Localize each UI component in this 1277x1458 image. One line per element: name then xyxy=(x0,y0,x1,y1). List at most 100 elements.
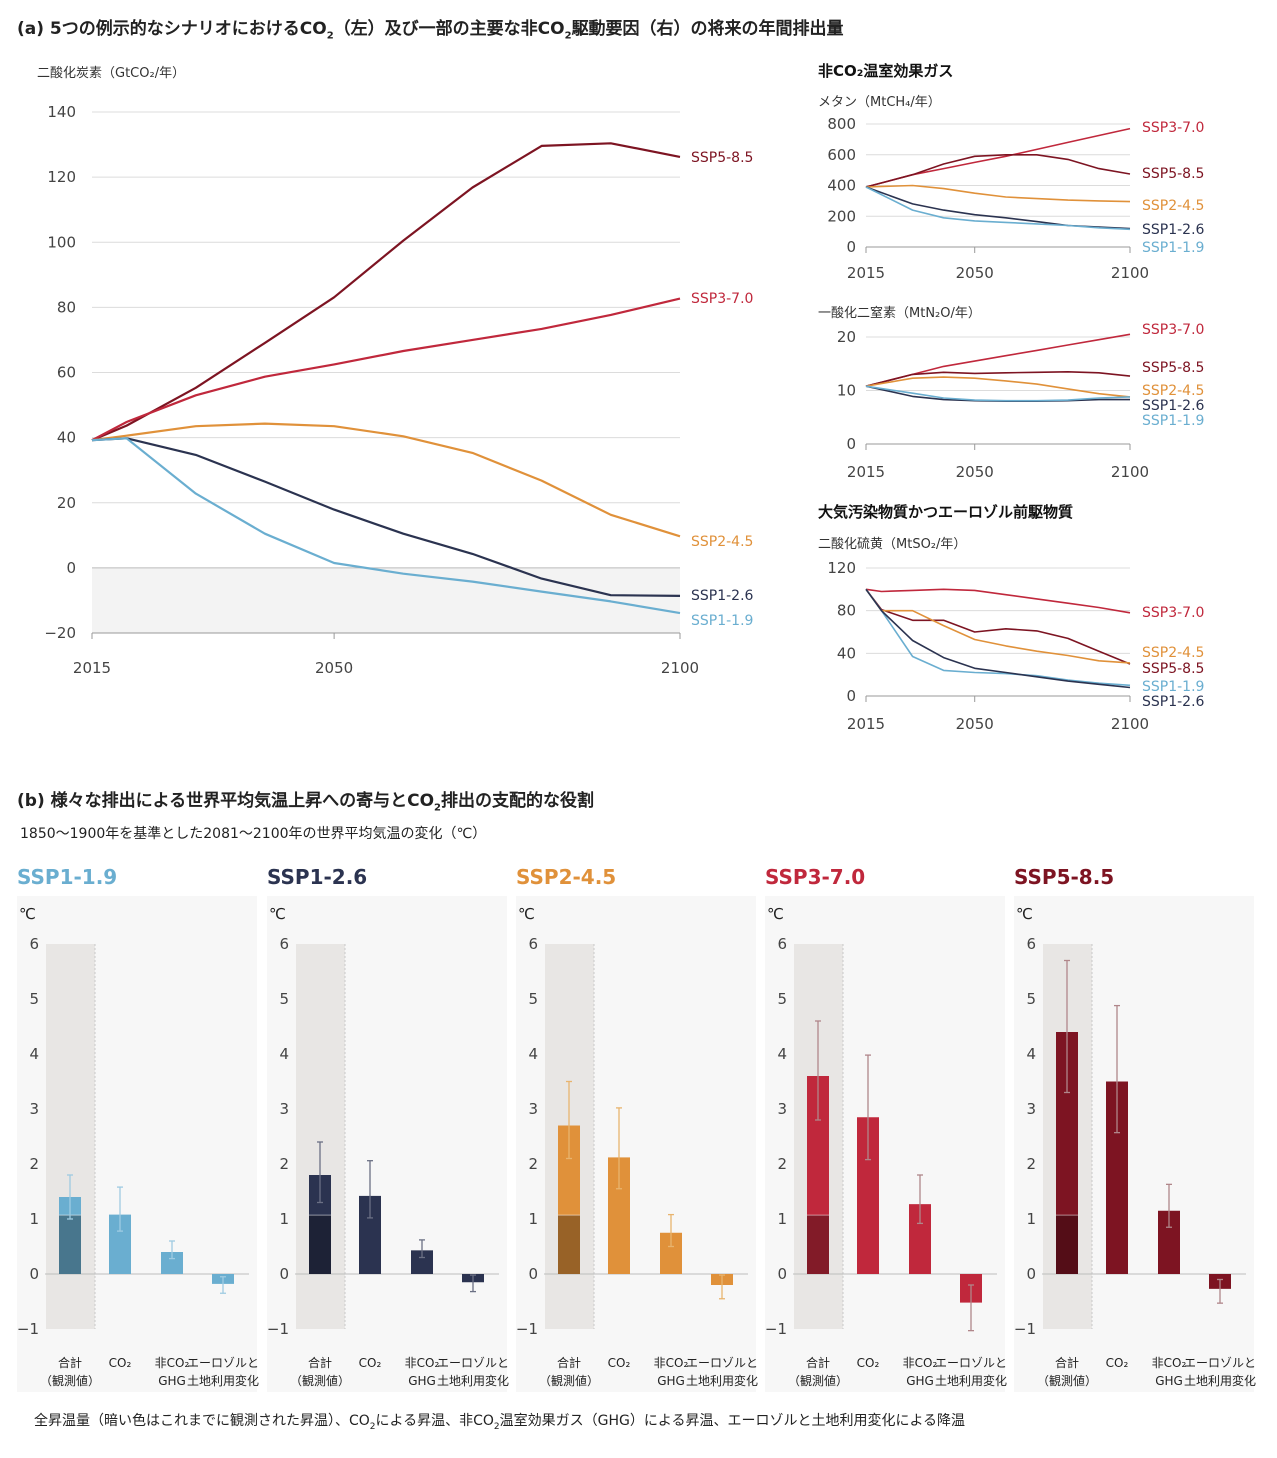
y-tick-label: −1 xyxy=(267,1320,289,1338)
series-line-ssp1-1.9 xyxy=(91,437,681,615)
y-tick-label: 3 xyxy=(777,1100,787,1118)
category-label-line2: 土地利用変化 xyxy=(1184,1373,1256,1388)
y-tick-label: 40 xyxy=(837,644,856,662)
y-axis-label-ch4: メタン（MtCH₄/年） xyxy=(818,95,941,110)
bar-ssp2-4.5-0 xyxy=(558,1125,580,1274)
y-tick-label: 0 xyxy=(1026,1265,1036,1283)
y-tick-label: 40 xyxy=(57,429,76,447)
panel-a-title: (a) 5つの例示的なシナリオにおけるCO2（左）及び一部の主要な非CO2駆動要… xyxy=(17,19,844,42)
category-label: CO₂ xyxy=(1106,1356,1129,1370)
y-tick-label: 200 xyxy=(827,207,856,225)
series-line-ssp1-1.9 xyxy=(865,186,1131,231)
series-label-ssp5-8.5: SSP5-8.5 xyxy=(1142,360,1204,376)
y-tick-label: 0 xyxy=(846,238,856,256)
category-label: 非CO₂ xyxy=(155,1356,190,1370)
series-label-ssp2-4.5: SSP2-4.5 xyxy=(691,534,753,550)
series-label-ssp5-8.5: SSP5-8.5 xyxy=(1142,661,1204,677)
bar-ssp2-4.5-2 xyxy=(660,1232,682,1274)
y-tick-label: 1 xyxy=(1026,1210,1036,1228)
y-tick-label: 6 xyxy=(1026,935,1036,953)
y-tick-label: 400 xyxy=(827,177,856,195)
scenario-title-ssp3-7.0: SSP3-7.0 xyxy=(765,865,865,889)
y-tick-label: 5 xyxy=(777,990,787,1008)
y-axis-label-co2: 二酸化炭素（GtCO₂/年） xyxy=(37,66,185,81)
y-tick-label: 4 xyxy=(777,1045,787,1063)
x-tick-label: 2050 xyxy=(315,659,353,677)
series-line-ssp5-8.5 xyxy=(865,588,1131,665)
y-tick-label: 4 xyxy=(528,1045,538,1063)
series-label-ssp3-7.0: SSP3-7.0 xyxy=(1142,322,1204,338)
category-label-line2: 土地利用変化 xyxy=(187,1373,259,1388)
series-line-ssp3-7.0 xyxy=(91,297,681,442)
y-tick-label: 2 xyxy=(777,1155,787,1173)
y-tick-label: 140 xyxy=(47,103,76,121)
x-tick-label: 2050 xyxy=(956,463,994,481)
series-label-ssp1-2.6: SSP1-2.6 xyxy=(1142,398,1205,414)
category-label-line2: GHG xyxy=(657,1374,685,1388)
y-tick-label: 1 xyxy=(777,1210,787,1228)
category-label: CO₂ xyxy=(608,1356,631,1370)
series-line-ssp3-7.0 xyxy=(865,127,1131,188)
y-tick-label: 1 xyxy=(29,1210,39,1228)
unit-label: ℃ xyxy=(1016,905,1033,923)
y-tick-label: 120 xyxy=(827,559,856,577)
line-chart-co2: 二酸化炭素（GtCO₂/年） −20 0 20 40 60 80 100 120 140 2015 2… xyxy=(37,66,754,677)
bar-panel-ssp1-1.9: SSP1-1.9 ℃ −1 0 1 2 3 4 5 6 合計 （観測値） CO₂ 非CO₂ GHGエーロゾル… xyxy=(17,865,259,1392)
series-line-ssp2-4.5 xyxy=(865,376,1131,398)
y-tick-label: 6 xyxy=(279,935,289,953)
series-line-ssp5-8.5 xyxy=(91,142,681,442)
x-tick-label: 2100 xyxy=(1111,715,1149,733)
y-tick-label: 120 xyxy=(47,168,76,186)
y-tick-label: 3 xyxy=(1026,1100,1036,1118)
category-label-line2: GHG xyxy=(1155,1374,1183,1388)
bar-ssp1-2.6-0 xyxy=(309,1175,331,1274)
bar-ssp5-8.5-2 xyxy=(1158,1210,1180,1274)
y-tick-label: 4 xyxy=(279,1045,289,1063)
series-line-ssp3-7.0 xyxy=(865,333,1131,387)
series-line-ssp5-8.5 xyxy=(865,154,1131,188)
x-tick-label: 2050 xyxy=(956,715,994,733)
y-tick-label: 5 xyxy=(1026,990,1036,1008)
category-label-line2: 土地利用変化 xyxy=(686,1373,758,1388)
y-tick-label: 0 xyxy=(846,687,856,705)
category-label: 非CO₂ xyxy=(903,1356,938,1370)
y-tick-label: 5 xyxy=(528,990,538,1008)
y-tick-label: 0 xyxy=(528,1265,538,1283)
y-tick-label: 0 xyxy=(29,1265,39,1283)
unit-label: ℃ xyxy=(518,905,535,923)
y-axis-label-n2o: 一酸化二窒素（MtN₂O/年） xyxy=(818,305,981,321)
category-label: CO₂ xyxy=(857,1356,880,1370)
y-tick-label: 1 xyxy=(279,1210,289,1228)
scenario-title-ssp2-4.5: SSP2-4.5 xyxy=(516,865,616,889)
series-line-ssp1-1.9 xyxy=(865,588,1131,687)
unit-label: ℃ xyxy=(19,905,36,923)
x-tick-label: 2100 xyxy=(1111,264,1149,282)
category-label-line2: GHG xyxy=(408,1374,436,1388)
category-label: 合計 xyxy=(557,1355,581,1370)
series-label-ssp2-4.5: SSP2-4.5 xyxy=(1142,383,1204,399)
bar-ssp3-7.0-2 xyxy=(909,1204,931,1274)
y-tick-label: 600 xyxy=(827,146,856,164)
y-tick-label: 100 xyxy=(47,233,76,251)
y-tick-label: −1 xyxy=(516,1320,538,1338)
y-tick-label: 60 xyxy=(57,364,76,382)
y-tick-label: 2 xyxy=(1026,1155,1036,1173)
y-tick-label: 80 xyxy=(57,298,76,316)
series-label-ssp3-7.0: SSP3-7.0 xyxy=(691,291,753,307)
bar-ssp1-1.9-2 xyxy=(161,1252,183,1274)
y-tick-label: 3 xyxy=(279,1100,289,1118)
category-label: 合計 xyxy=(806,1355,830,1370)
y-axis-label-so2: 二酸化硫黄（MtSO₂/年） xyxy=(818,537,966,552)
y-tick-label: 80 xyxy=(837,602,856,620)
y-tick-label: 20 xyxy=(837,328,856,346)
y-tick-label: −1 xyxy=(765,1320,787,1338)
category-label-line2: GHG xyxy=(906,1374,934,1388)
series-line-ssp1-2.6 xyxy=(91,437,681,597)
chart-title-ch4: 非CO₂温室効果ガス xyxy=(818,62,953,80)
series-label-ssp1-2.6: SSP1-2.6 xyxy=(1142,694,1205,710)
unit-label: ℃ xyxy=(767,905,784,923)
x-tick-label: 2050 xyxy=(956,264,994,282)
series-label-ssp1-1.9: SSP1-1.9 xyxy=(1142,413,1204,429)
